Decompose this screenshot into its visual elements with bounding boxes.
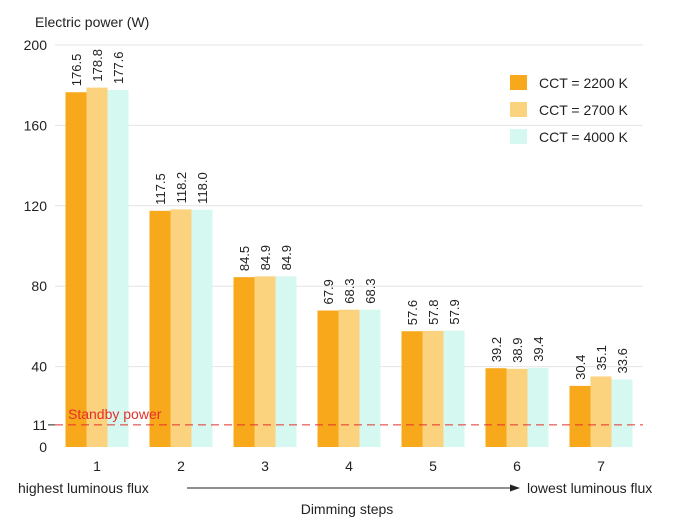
x-tick-label: 6 xyxy=(513,458,521,474)
bar-value-label: 33.6 xyxy=(615,348,630,373)
bar-value-label: 68.3 xyxy=(342,278,357,303)
y-tick-label: 160 xyxy=(24,117,48,133)
bar-value-label: 118.0 xyxy=(195,172,210,204)
y-axis-ticks: 200 160 120 80 40 11 0 xyxy=(24,37,55,455)
x-tick-label: 3 xyxy=(261,458,269,474)
bar-value-label: 84.9 xyxy=(279,245,294,270)
y-tick-label: 40 xyxy=(31,359,47,375)
bar-value-label: 57.6 xyxy=(405,300,420,325)
bar-value-label: 176.5 xyxy=(69,54,84,87)
legend-label: CCT = 2200 K xyxy=(539,75,629,91)
y-tick-label: 200 xyxy=(24,37,48,53)
bar-value-label: 39.4 xyxy=(531,336,546,361)
bar-value-label: 57.8 xyxy=(426,300,441,325)
bar-group-step-3: 84.5 84.9 84.9 xyxy=(233,245,297,447)
bar-value-label: 178.8 xyxy=(90,49,105,82)
bar-value-label: 68.3 xyxy=(363,278,378,303)
bar xyxy=(443,330,465,447)
bar xyxy=(317,310,339,447)
annotation-highest-flux: highest luminous flux xyxy=(18,480,149,496)
bar-value-label: 39.2 xyxy=(489,337,504,362)
bar-group-step-5: 57.6 57.8 57.9 xyxy=(401,299,465,447)
x-tick-label: 2 xyxy=(177,458,185,474)
bar xyxy=(191,209,213,447)
bar-group-step-7: 30.4 35.1 33.6 xyxy=(569,345,633,447)
y-tick-label: 80 xyxy=(31,278,47,294)
legend-swatch xyxy=(510,129,527,144)
legend-swatch xyxy=(510,75,527,90)
bar xyxy=(149,210,171,447)
bar-value-label: 57.9 xyxy=(447,299,462,324)
bar xyxy=(275,276,297,447)
bar xyxy=(338,309,360,447)
annotation-lowest-flux: lowest luminous flux xyxy=(527,480,652,496)
flux-direction-arrowhead xyxy=(510,484,520,492)
x-tick-label: 5 xyxy=(429,458,437,474)
bar-value-label: 38.9 xyxy=(510,337,525,362)
bar xyxy=(590,376,612,447)
y-axis-title: Electric power (W) xyxy=(35,14,149,30)
bar-value-label: 84.9 xyxy=(258,245,273,270)
bar xyxy=(170,209,192,447)
bar-value-label: 67.9 xyxy=(321,279,336,304)
x-tick-label: 7 xyxy=(597,458,605,474)
legend: CCT = 2200 K CCT = 2700 K CCT = 4000 K xyxy=(510,75,629,145)
bar xyxy=(611,379,633,447)
x-tick-label: 4 xyxy=(345,458,353,474)
legend-label: CCT = 4000 K xyxy=(539,129,629,145)
bar-group-step-6: 39.2 38.9 39.4 xyxy=(485,336,549,447)
bar xyxy=(527,367,549,447)
y-tick-label: 11 xyxy=(32,417,47,433)
bar xyxy=(485,368,507,447)
standby-power-line: Standby power xyxy=(55,406,643,426)
bar xyxy=(107,90,129,448)
bar-group-step-4: 67.9 68.3 68.3 xyxy=(317,278,381,447)
bar xyxy=(359,309,381,447)
y-tick-label: 0 xyxy=(39,439,47,455)
x-axis-ticks: 1 2 3 4 5 6 7 xyxy=(93,458,605,474)
bar xyxy=(569,385,591,447)
bar-value-label: 30.4 xyxy=(573,355,588,380)
x-tick-label: 1 xyxy=(93,458,101,474)
bar-value-label: 117.5 xyxy=(153,173,168,205)
bar xyxy=(65,92,87,448)
bar xyxy=(506,368,528,447)
y-tick-label: 120 xyxy=(24,198,48,214)
legend-label: CCT = 2700 K xyxy=(539,102,629,118)
bar-group-step-1: 176.5 178.8 177.6 xyxy=(65,49,129,448)
x-axis-title: Dimming steps xyxy=(301,501,394,517)
bar-value-label: 84.5 xyxy=(237,246,252,271)
bar xyxy=(233,277,255,447)
bar-value-label: 177.6 xyxy=(111,51,126,84)
bar-group-step-2: 117.5 118.2 118.0 xyxy=(149,172,213,447)
bar xyxy=(422,330,444,447)
bar-value-label: 35.1 xyxy=(594,345,609,370)
legend-swatch xyxy=(510,102,527,117)
bar xyxy=(254,276,276,447)
bar-value-label: 118.2 xyxy=(174,172,189,204)
bar xyxy=(86,87,108,447)
reference-line-label: Standby power xyxy=(68,406,162,422)
bar xyxy=(401,331,423,447)
